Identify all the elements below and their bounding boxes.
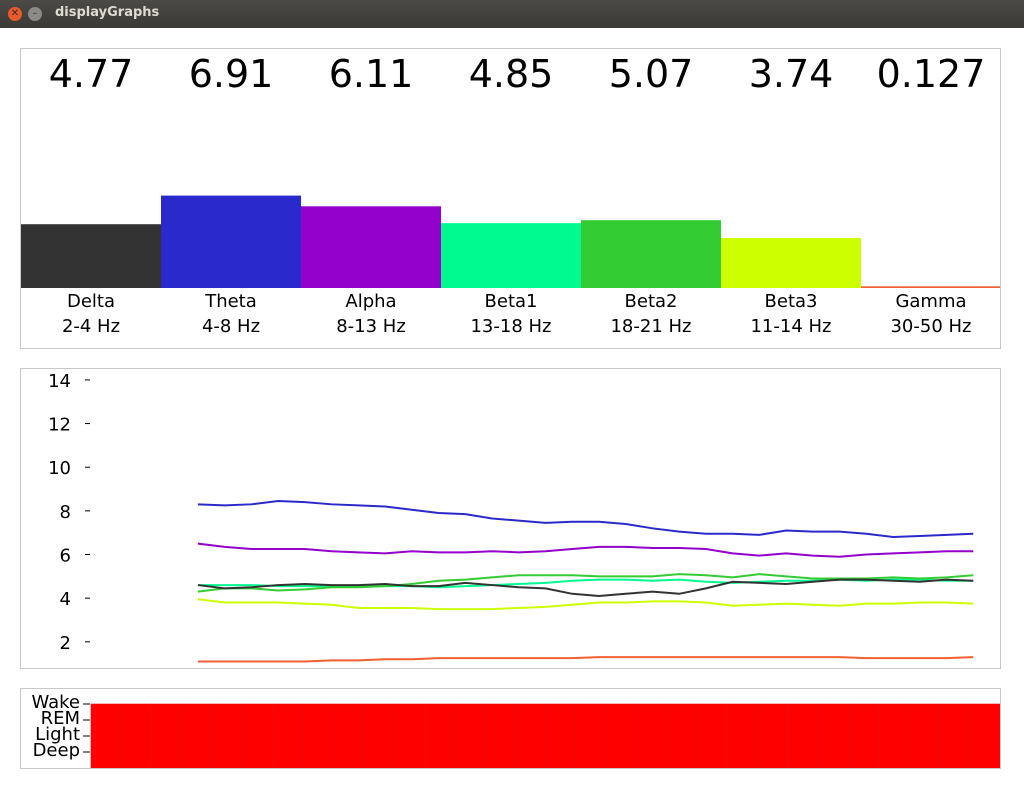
band-range-alpha: 8-13 Hz: [336, 316, 406, 337]
band-power-history-chart: 2 4 6 8 10 12 14: [20, 368, 1001, 669]
band-name-beta2: Beta2: [625, 291, 678, 312]
y-tick-label: 10: [48, 458, 71, 479]
hypnogram-chart: Wake REM Light Deep: [20, 688, 1001, 769]
hypnogram-cell: [939, 703, 971, 769]
band-name-beta1: Beta1: [485, 291, 538, 312]
band-range-beta3: 11-14 Hz: [750, 316, 831, 337]
y-tick-label: 14: [48, 371, 71, 392]
y-tick-label: 2: [60, 633, 71, 654]
series-line-6: [197, 598, 974, 611]
hypnogram-cell: [242, 703, 274, 769]
bar-chart-svg: 4.77 Delta 2-4 Hz 6.91 Theta 4-8 Hz 6.11 Alpha 8…: [21, 52, 1001, 337]
y-tick-label: 12: [48, 415, 71, 436]
hypnogram-cell: [333, 703, 364, 769]
hypnogram-cell: [969, 703, 1001, 769]
hypnogram-label-wake: Wake: [31, 692, 80, 713]
hypnogram-cell: [878, 703, 910, 769]
series-line-1: [197, 500, 974, 539]
hypnogram-cell: [211, 703, 243, 769]
hypnogram-cell: [393, 703, 425, 769]
hypnogram-cell: [817, 703, 849, 769]
bar-alpha: [301, 206, 441, 288]
hypnogram-cell: [302, 703, 334, 769]
band-range-delta: 2-4 Hz: [62, 316, 120, 337]
value-label-beta3: 3.74: [749, 52, 834, 96]
band-name-delta: Delta: [67, 291, 115, 312]
hypnogram-cell: [575, 703, 607, 769]
value-label-delta: 4.77: [49, 52, 134, 96]
hypnogram-cell: [484, 703, 516, 769]
window-title: displayGraphs: [55, 5, 160, 20]
hypnogram-cell: [696, 703, 728, 769]
hypnogram-cell: [545, 703, 577, 769]
hypnogram-cell: [605, 703, 637, 769]
bar-theta: [161, 195, 301, 288]
value-label-alpha: 6.11: [329, 52, 414, 96]
value-label-beta2: 5.07: [609, 52, 694, 96]
y-tick-label: 6: [60, 546, 71, 567]
hypnogram-cell: [514, 703, 546, 769]
minimize-icon[interactable]: –: [28, 7, 42, 21]
series-line-2: [197, 542, 974, 558]
bar-beta1: [441, 223, 581, 288]
band-range-gamma: 30-50 Hz: [890, 316, 971, 337]
hypnogram-cell: [908, 703, 940, 769]
hypnogram-cell: [666, 703, 698, 769]
hypnogram-label-rem: REM: [41, 708, 80, 729]
hypnogram-cell: [90, 703, 122, 769]
line-chart-svg: 2 4 6 8 10 12 14: [48, 371, 974, 663]
series-line-5: [197, 578, 974, 597]
band-range-beta1: 13-18 Hz: [470, 316, 551, 337]
window-titlebar: ✕ – displayGraphs: [0, 0, 1024, 28]
series-line-4: [197, 573, 974, 593]
hypnogram-cell: [757, 703, 789, 769]
hypnogram-label-deep: Deep: [33, 740, 80, 761]
hypnogram-cell: [848, 703, 880, 769]
hypnogram-cell: [121, 703, 152, 769]
hypnogram-cell: [363, 703, 395, 769]
band-name-alpha: Alpha: [345, 291, 396, 312]
close-icon[interactable]: ✕: [8, 7, 22, 21]
bar-beta2: [581, 220, 721, 288]
band-name-beta3: Beta3: [765, 291, 818, 312]
hypnogram-cell: [454, 703, 486, 769]
hypnogram-cell: [423, 703, 455, 769]
hypnogram-label-light: Light: [35, 724, 80, 745]
band-power-bar-chart: 4.77 Delta 2-4 Hz 6.91 Theta 4-8 Hz 6.11 Alpha 8…: [20, 48, 1001, 349]
value-label-theta: 6.91: [189, 52, 274, 96]
band-name-gamma: Gamma: [895, 291, 966, 312]
hypnogram-cell: [151, 703, 183, 769]
bar-beta3: [721, 237, 861, 288]
hypnogram-cell: [726, 703, 758, 769]
bar-gamma: [861, 286, 1001, 288]
series-line-7: [197, 656, 974, 663]
band-name-theta: Theta: [204, 291, 257, 312]
hypnogram-cell: [181, 703, 213, 769]
hypnogram-cell: [272, 703, 304, 769]
band-range-theta: 4-8 Hz: [202, 316, 260, 337]
band-range-beta2: 18-21 Hz: [610, 316, 691, 337]
y-tick-label: 8: [60, 502, 71, 523]
bar-delta: [21, 224, 161, 288]
hypnogram-cell: [636, 703, 668, 769]
y-tick-label: 4: [60, 589, 71, 610]
value-label-gamma: 0.127: [877, 52, 986, 96]
hypnogram-cell: [787, 703, 819, 769]
value-label-beta1: 4.85: [469, 52, 554, 96]
